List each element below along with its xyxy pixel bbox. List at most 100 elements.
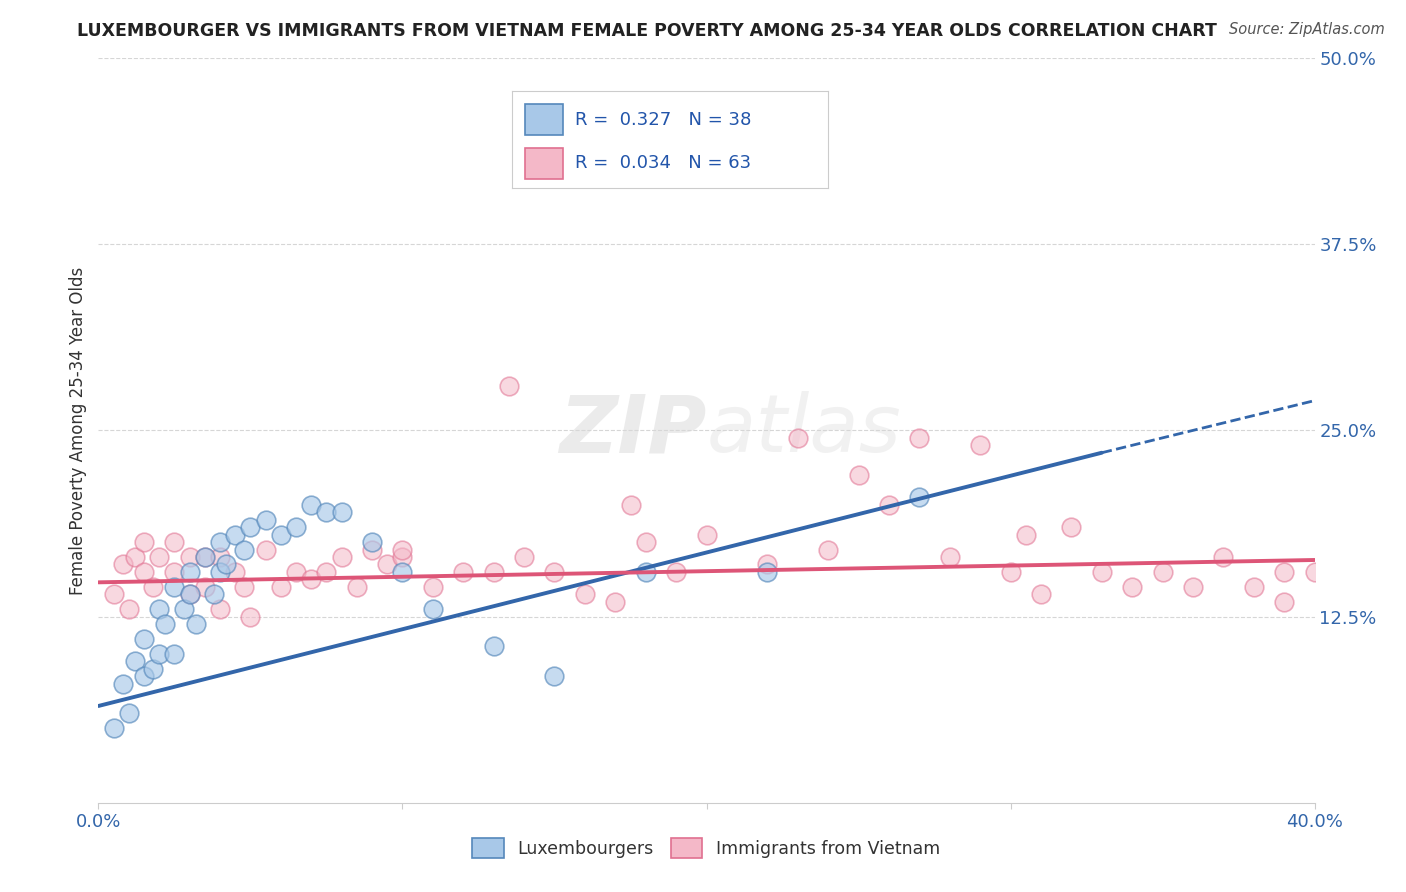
Text: LUXEMBOURGER VS IMMIGRANTS FROM VIETNAM FEMALE POVERTY AMONG 25-34 YEAR OLDS COR: LUXEMBOURGER VS IMMIGRANTS FROM VIETNAM … (77, 22, 1218, 40)
Point (254, 513, 277, 527)
Point (422, 602, 444, 616)
Point (908, 491, 931, 505)
Point (148, 602, 170, 616)
Point (209, 549, 232, 564)
Text: ZIP: ZIP (560, 392, 707, 469)
Point (1152, 565, 1174, 579)
Point (209, 535, 232, 549)
Point (179, 587, 201, 601)
Point (299, 573, 322, 587)
Point (142, 662, 165, 676)
Point (270, 580, 292, 594)
Point (233, 580, 256, 594)
Point (233, 542, 256, 557)
Point (179, 565, 201, 579)
Point (124, 654, 146, 668)
Point (482, 565, 505, 579)
Point (330, 505, 353, 519)
Point (939, 549, 962, 564)
Point (1000, 565, 1022, 579)
Point (877, 498, 900, 512)
Point (1303, 565, 1326, 579)
Point (422, 580, 444, 594)
Point (239, 520, 262, 534)
Point (132, 669, 155, 683)
Point (361, 542, 384, 557)
Point (224, 565, 246, 579)
Point (179, 549, 201, 564)
Point (111, 676, 134, 690)
Point (254, 542, 277, 557)
Point (299, 498, 322, 512)
Point (163, 565, 186, 579)
Point (498, 378, 520, 392)
Point (1243, 580, 1265, 594)
Point (665, 565, 688, 579)
Point (1182, 580, 1205, 594)
Point (346, 580, 368, 594)
Point (132, 565, 155, 579)
Point (163, 535, 186, 549)
Point (209, 602, 232, 616)
Point (155, 617, 177, 632)
Point (619, 498, 641, 512)
Point (543, 669, 565, 683)
Point (574, 587, 596, 601)
Point (1272, 595, 1295, 609)
Point (1121, 580, 1143, 594)
Point (848, 468, 870, 483)
Point (194, 549, 217, 564)
Point (163, 647, 186, 661)
Point (361, 535, 384, 549)
Point (179, 587, 201, 601)
Point (315, 505, 337, 519)
Point (148, 549, 170, 564)
Point (1212, 549, 1234, 564)
Point (118, 706, 141, 721)
Point (315, 565, 337, 579)
Point (132, 632, 155, 646)
Point (173, 602, 195, 616)
Text: atlas: atlas (707, 392, 901, 469)
Point (1029, 587, 1052, 601)
Point (756, 558, 779, 572)
Point (1060, 520, 1083, 534)
Point (696, 527, 718, 541)
Point (391, 542, 413, 557)
Text: Source: ZipAtlas.com: Source: ZipAtlas.com (1229, 22, 1385, 37)
Point (132, 535, 155, 549)
Point (124, 549, 146, 564)
Point (330, 549, 353, 564)
Point (1015, 527, 1038, 541)
Point (908, 431, 931, 445)
Point (215, 558, 238, 572)
Point (142, 580, 165, 594)
Point (202, 587, 225, 601)
Legend: Luxembourgers, Immigrants from Vietnam: Luxembourgers, Immigrants from Vietnam (465, 831, 948, 865)
Point (391, 549, 413, 564)
Point (224, 527, 246, 541)
Point (163, 580, 186, 594)
Point (285, 520, 308, 534)
Point (756, 565, 779, 579)
Point (209, 565, 232, 579)
Point (270, 527, 292, 541)
Point (543, 565, 565, 579)
Point (239, 609, 262, 624)
Point (1272, 565, 1295, 579)
Point (103, 587, 125, 601)
Point (786, 431, 808, 445)
Point (391, 565, 413, 579)
Point (1091, 565, 1114, 579)
Point (194, 549, 217, 564)
Point (969, 438, 991, 452)
Point (634, 535, 657, 549)
Point (118, 602, 141, 616)
Point (285, 565, 308, 579)
Point (453, 565, 475, 579)
Point (817, 542, 839, 557)
Point (184, 617, 207, 632)
Point (482, 640, 505, 654)
Point (375, 558, 398, 572)
Point (513, 549, 536, 564)
